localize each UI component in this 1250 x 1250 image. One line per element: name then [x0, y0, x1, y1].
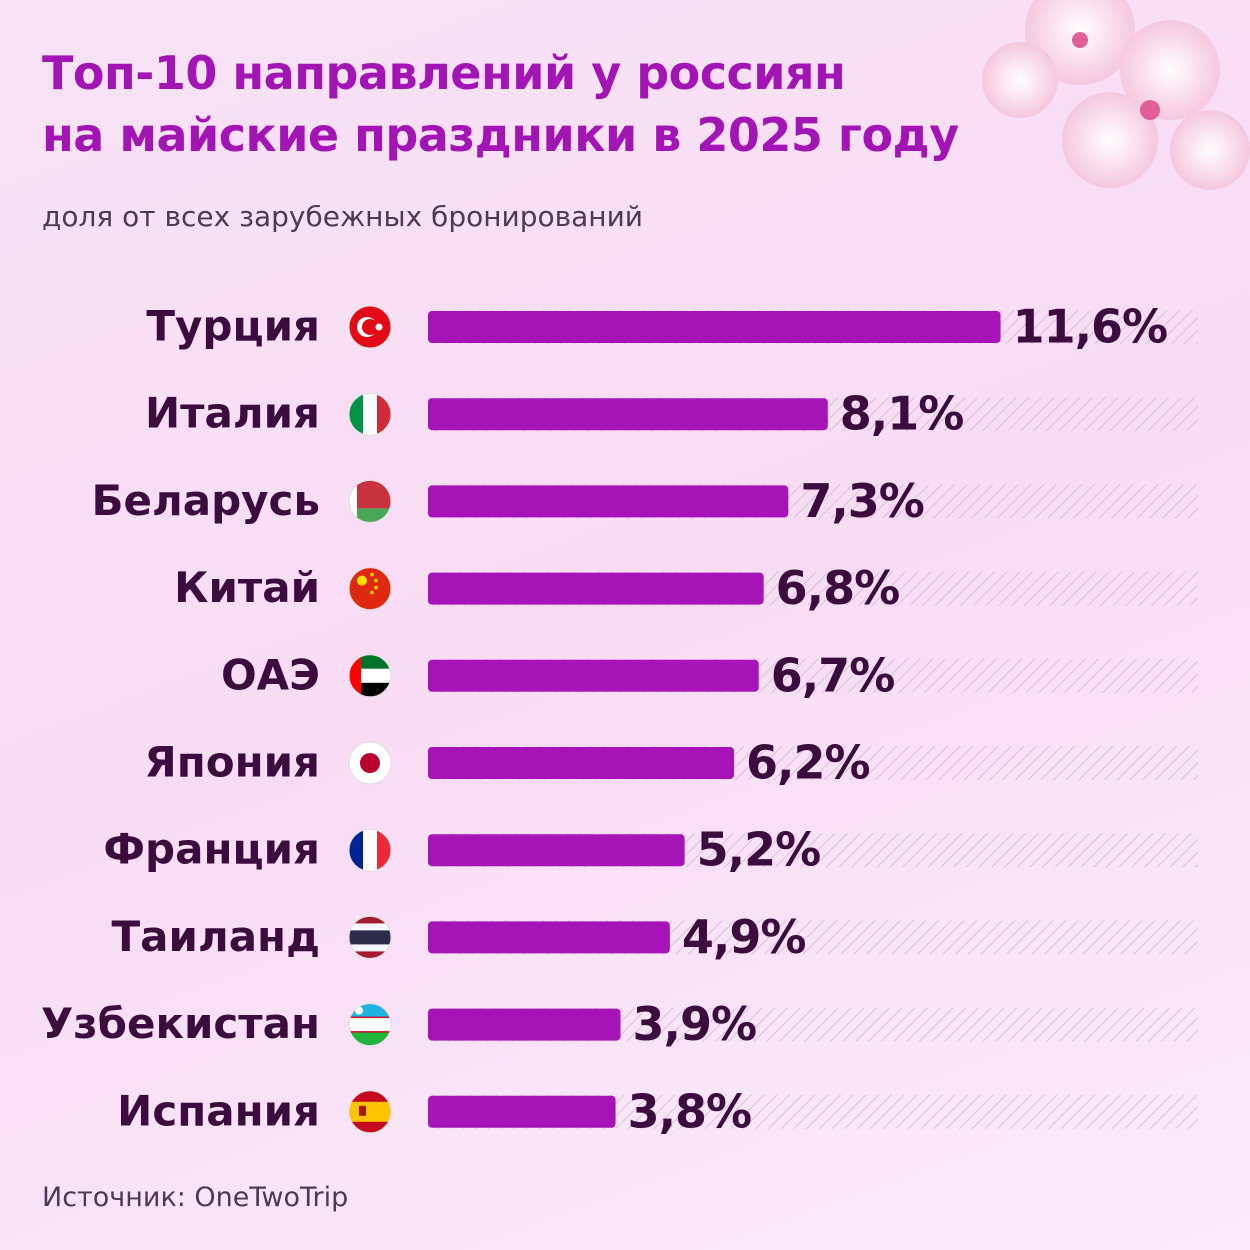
bar [428, 485, 789, 518]
source-note: Источник: OneTwoTrip [42, 1182, 349, 1213]
flag-part [349, 1101, 391, 1122]
flag-part [349, 480, 357, 523]
flag-part [377, 829, 391, 872]
category-label: Франция [103, 825, 320, 874]
chart-subtitle: доля от всех зарубежных бронирований [42, 200, 644, 233]
value-label: 3,8% [628, 1084, 752, 1138]
flag-part [359, 1105, 366, 1116]
bar [428, 1095, 616, 1128]
category-label: Италия [145, 389, 320, 438]
flag-part [349, 1016, 391, 1019]
category-label: Япония [144, 738, 320, 787]
flag-border [348, 654, 392, 698]
flag-border [348, 479, 392, 523]
flag-icon [349, 916, 391, 959]
value-label: 6,7% [771, 648, 895, 702]
chart-title: Топ-10 направлений у россиян на майские … [42, 46, 959, 162]
value-label: 3,9% [633, 997, 757, 1051]
flag-part [357, 575, 367, 586]
flag-part [370, 572, 374, 577]
flag-part [349, 930, 391, 945]
flag-border [348, 828, 392, 872]
flag-icon [349, 393, 391, 436]
value-label: 11,6% [1013, 300, 1168, 354]
flag-part [355, 1006, 363, 1015]
flag-part [349, 1031, 391, 1033]
flag-icon [349, 1003, 391, 1046]
flag-border [348, 392, 392, 436]
flag-part [349, 567, 391, 610]
blossoms [982, 0, 1250, 190]
value-label: 4,9% [682, 910, 806, 964]
flag-part [363, 829, 377, 872]
flag-border [348, 741, 392, 785]
value-label: 5,2% [697, 823, 821, 877]
flag-part [374, 578, 378, 583]
value-label: 6,2% [746, 736, 870, 790]
bar [428, 834, 685, 867]
bar [428, 659, 759, 692]
flag-part [349, 508, 391, 523]
flag-part [349, 1031, 391, 1046]
flag-border [348, 567, 392, 611]
flag-part [363, 393, 377, 436]
category-label: Узбекистан [41, 999, 320, 1048]
bar [428, 921, 670, 954]
flag-border [348, 1090, 392, 1134]
category-label: Китай [174, 563, 320, 612]
bar [428, 1008, 621, 1041]
flag-icon [349, 567, 391, 610]
value-label: 8,1% [840, 387, 964, 441]
flag-part [349, 1017, 391, 1032]
category-label: Беларусь [92, 476, 321, 525]
flag-icon [349, 654, 391, 697]
flag-part [377, 393, 391, 436]
bar [428, 311, 1001, 343]
bar [428, 747, 735, 779]
flag-border [348, 915, 392, 959]
flag-part [349, 829, 363, 872]
flag-part [370, 590, 374, 595]
flag-border [348, 305, 392, 349]
bar [428, 398, 828, 431]
flag-border [348, 1003, 392, 1047]
flag-part [349, 393, 363, 436]
flag-icon [349, 742, 391, 784]
flag-icon [349, 829, 391, 872]
category-label: Таиланд [112, 912, 320, 961]
value-label: 6,8% [776, 561, 900, 615]
bar [428, 572, 764, 605]
category-label: ОАЭ [221, 650, 320, 699]
flag-part [374, 585, 378, 590]
flag-part [360, 753, 380, 773]
value-label: 7,3% [800, 474, 924, 528]
category-label: Турция [146, 302, 320, 351]
category-label: Испания [117, 1086, 320, 1135]
flag-part [362, 319, 378, 335]
flag-part [375, 323, 383, 331]
flag-icon [349, 1090, 391, 1133]
flag-icon [349, 306, 391, 348]
